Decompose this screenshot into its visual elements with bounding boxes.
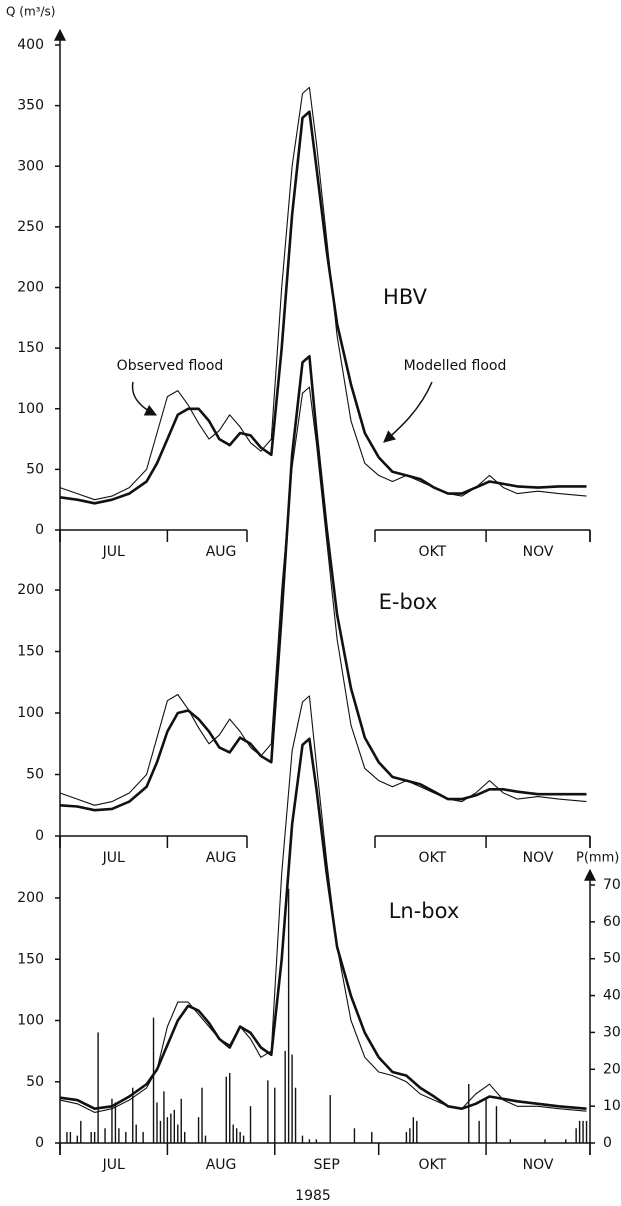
x-tick-label: NOV (523, 850, 554, 866)
y2-tick-label: 50 (603, 951, 621, 967)
modelled-line (59, 355, 587, 812)
y-tick-label: 300 (17, 158, 44, 174)
annotation-arrow (383, 381, 433, 443)
x-axis-label: 1985 (295, 1188, 331, 1204)
y2-tick-label: 30 (603, 1024, 621, 1040)
y-axis-label: Q (m³/s) (6, 5, 55, 19)
y-tick-label: 0 (35, 522, 44, 538)
x-tick-label: JUL (102, 850, 125, 866)
x-tick-label: AUG (206, 1157, 237, 1173)
modelled-line (59, 110, 587, 505)
y-tick-label: 50 (26, 1074, 44, 1090)
observed-line (59, 86, 587, 501)
x-tick-label: JUL (102, 1157, 125, 1173)
y-tick-label: 200 (17, 890, 44, 906)
panel-title: HBV (383, 285, 428, 309)
y-tick-label: 200 (17, 280, 44, 296)
y-tick-label: 400 (17, 37, 44, 53)
y2-axis-label: P(mm) (576, 851, 619, 866)
annotation: Modelled flood (404, 358, 507, 374)
x-tick-label: OKT (419, 850, 447, 866)
y-tick-label: 100 (17, 401, 44, 417)
y2-tick-label: 0 (603, 1135, 612, 1151)
annotation: Observed flood (117, 358, 224, 374)
y-tick-label: 0 (35, 828, 44, 844)
y-tick-label: 50 (26, 461, 44, 477)
x-tick-label: OKT (419, 1157, 447, 1173)
y2-tick-label: 60 (603, 914, 621, 930)
x-tick-label: AUG (206, 850, 237, 866)
y-tick-label: 0 (35, 1135, 44, 1151)
y2-tick-label: 10 (603, 1098, 621, 1114)
y-tick-label: 150 (17, 340, 44, 356)
y-tick-label: 150 (17, 951, 44, 967)
x-tick-label: NOV (523, 1157, 554, 1173)
panel-title: E-box (379, 590, 438, 614)
y-tick-label: 250 (17, 219, 44, 235)
panel-title: Ln-box (389, 899, 460, 923)
x-tick-label: JUL (102, 544, 125, 560)
y-tick-label: 50 (26, 767, 44, 783)
y2-tick-label: 70 (603, 877, 621, 893)
x-tick-label: AUG (206, 544, 237, 560)
y-tick-label: 100 (17, 705, 44, 721)
y-tick-label: 200 (17, 582, 44, 598)
x-tick-label: NOV (523, 544, 554, 560)
x-tick-label: SEP (314, 1157, 340, 1173)
y-tick-label: 350 (17, 98, 44, 114)
observed-line (59, 695, 587, 1113)
modelled-line (59, 737, 587, 1110)
annotation-arrow (131, 381, 158, 416)
y2-tick-label: 20 (603, 1061, 621, 1077)
x-tick-label: OKT (419, 544, 447, 560)
y-tick-label: 100 (17, 1013, 44, 1029)
y-tick-label: 150 (17, 644, 44, 660)
y2-tick-label: 40 (603, 988, 621, 1004)
observed-line (59, 386, 587, 806)
